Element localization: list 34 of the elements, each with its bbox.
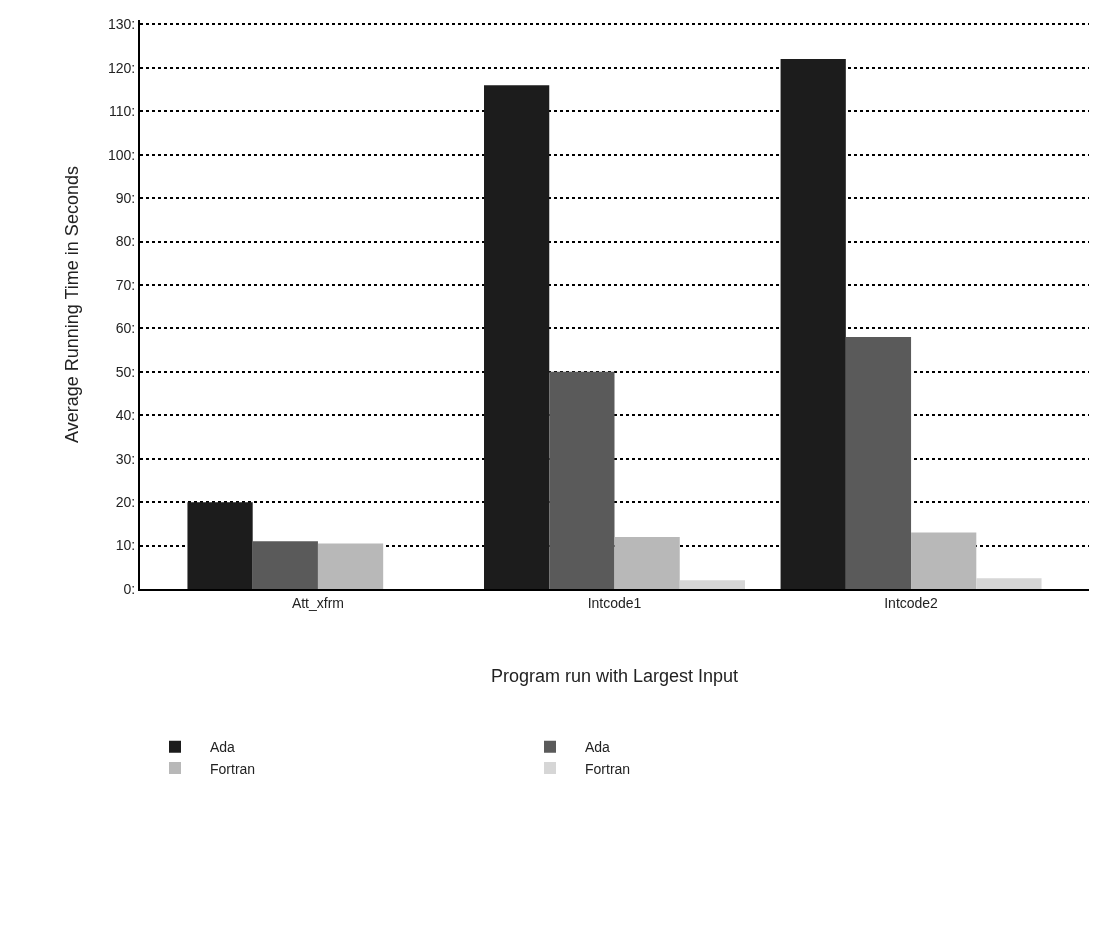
bar [614,536,680,589]
y-tick-label: 80: [115,233,136,250]
x-axis-title: Program run with Largest Input [490,666,739,687]
x-tick-label: Intcode1 [587,594,642,611]
y-tick-label: 90: [115,189,136,206]
bar [911,532,977,589]
bar [549,371,615,589]
y-axis-title: Average Running Time in Seconds [61,166,82,443]
bar [976,578,1042,589]
y-tick-label: 30: [115,450,136,467]
y-tick-label: 120: [107,59,136,76]
y-tick-label: 110: [108,103,136,120]
y-tick-label: 100: [107,146,136,163]
y-tick-label: 0: [123,580,136,597]
y-tick-label: 60: [115,320,136,337]
y-tick-label: 50: [115,363,136,380]
bar [845,337,912,589]
legend-label: Fortran [210,760,256,777]
y-tick-label: 10: [115,537,136,554]
y-tick-label: 70: [115,276,136,293]
bar [252,541,318,589]
legend-label: Ada [585,739,611,756]
y-tick-label: 20: [115,494,136,511]
bar [780,59,846,589]
y-tick-label: 130: [107,16,136,33]
bar [187,502,253,589]
bar [484,85,550,589]
y-tick-label: 40: [115,407,136,424]
bar [317,543,384,589]
legend-label: Ada [210,739,236,756]
legend-label: Fortran [585,760,631,777]
bar [679,580,745,589]
x-tick-label: Att_xfrm [291,594,344,611]
x-tick-label: Intcode2 [884,594,939,611]
